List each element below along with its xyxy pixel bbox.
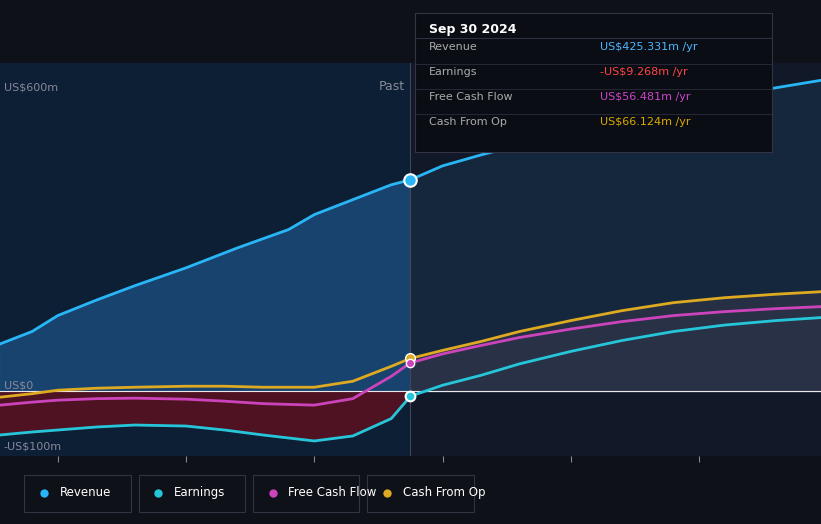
Text: Earnings: Earnings (429, 67, 477, 77)
FancyBboxPatch shape (367, 475, 474, 512)
Text: Cash From Op: Cash From Op (402, 486, 485, 499)
Text: US$600m: US$600m (4, 83, 58, 93)
FancyBboxPatch shape (25, 475, 131, 512)
FancyBboxPatch shape (139, 475, 245, 512)
Bar (410, 63, 821, 456)
Text: Free Cash Flow: Free Cash Flow (429, 92, 512, 102)
Text: US$425.331m /yr: US$425.331m /yr (600, 42, 698, 52)
Bar (0, 63, 410, 456)
Text: US$56.481m /yr: US$56.481m /yr (600, 92, 690, 102)
Text: Analysts Forecasts: Analysts Forecasts (415, 80, 532, 93)
Text: Earnings: Earnings (174, 486, 226, 499)
Text: Sep 30 2024: Sep 30 2024 (429, 23, 516, 36)
Text: Past: Past (379, 80, 406, 93)
Text: Revenue: Revenue (429, 42, 478, 52)
Text: Cash From Op: Cash From Op (429, 117, 507, 127)
Text: -US$100m: -US$100m (4, 442, 62, 452)
Text: Revenue: Revenue (60, 486, 111, 499)
FancyBboxPatch shape (253, 475, 360, 512)
Text: US$66.124m /yr: US$66.124m /yr (600, 117, 690, 127)
Text: US$0: US$0 (4, 380, 33, 390)
Text: Free Cash Flow: Free Cash Flow (288, 486, 377, 499)
Text: -US$9.268m /yr: -US$9.268m /yr (600, 67, 688, 77)
